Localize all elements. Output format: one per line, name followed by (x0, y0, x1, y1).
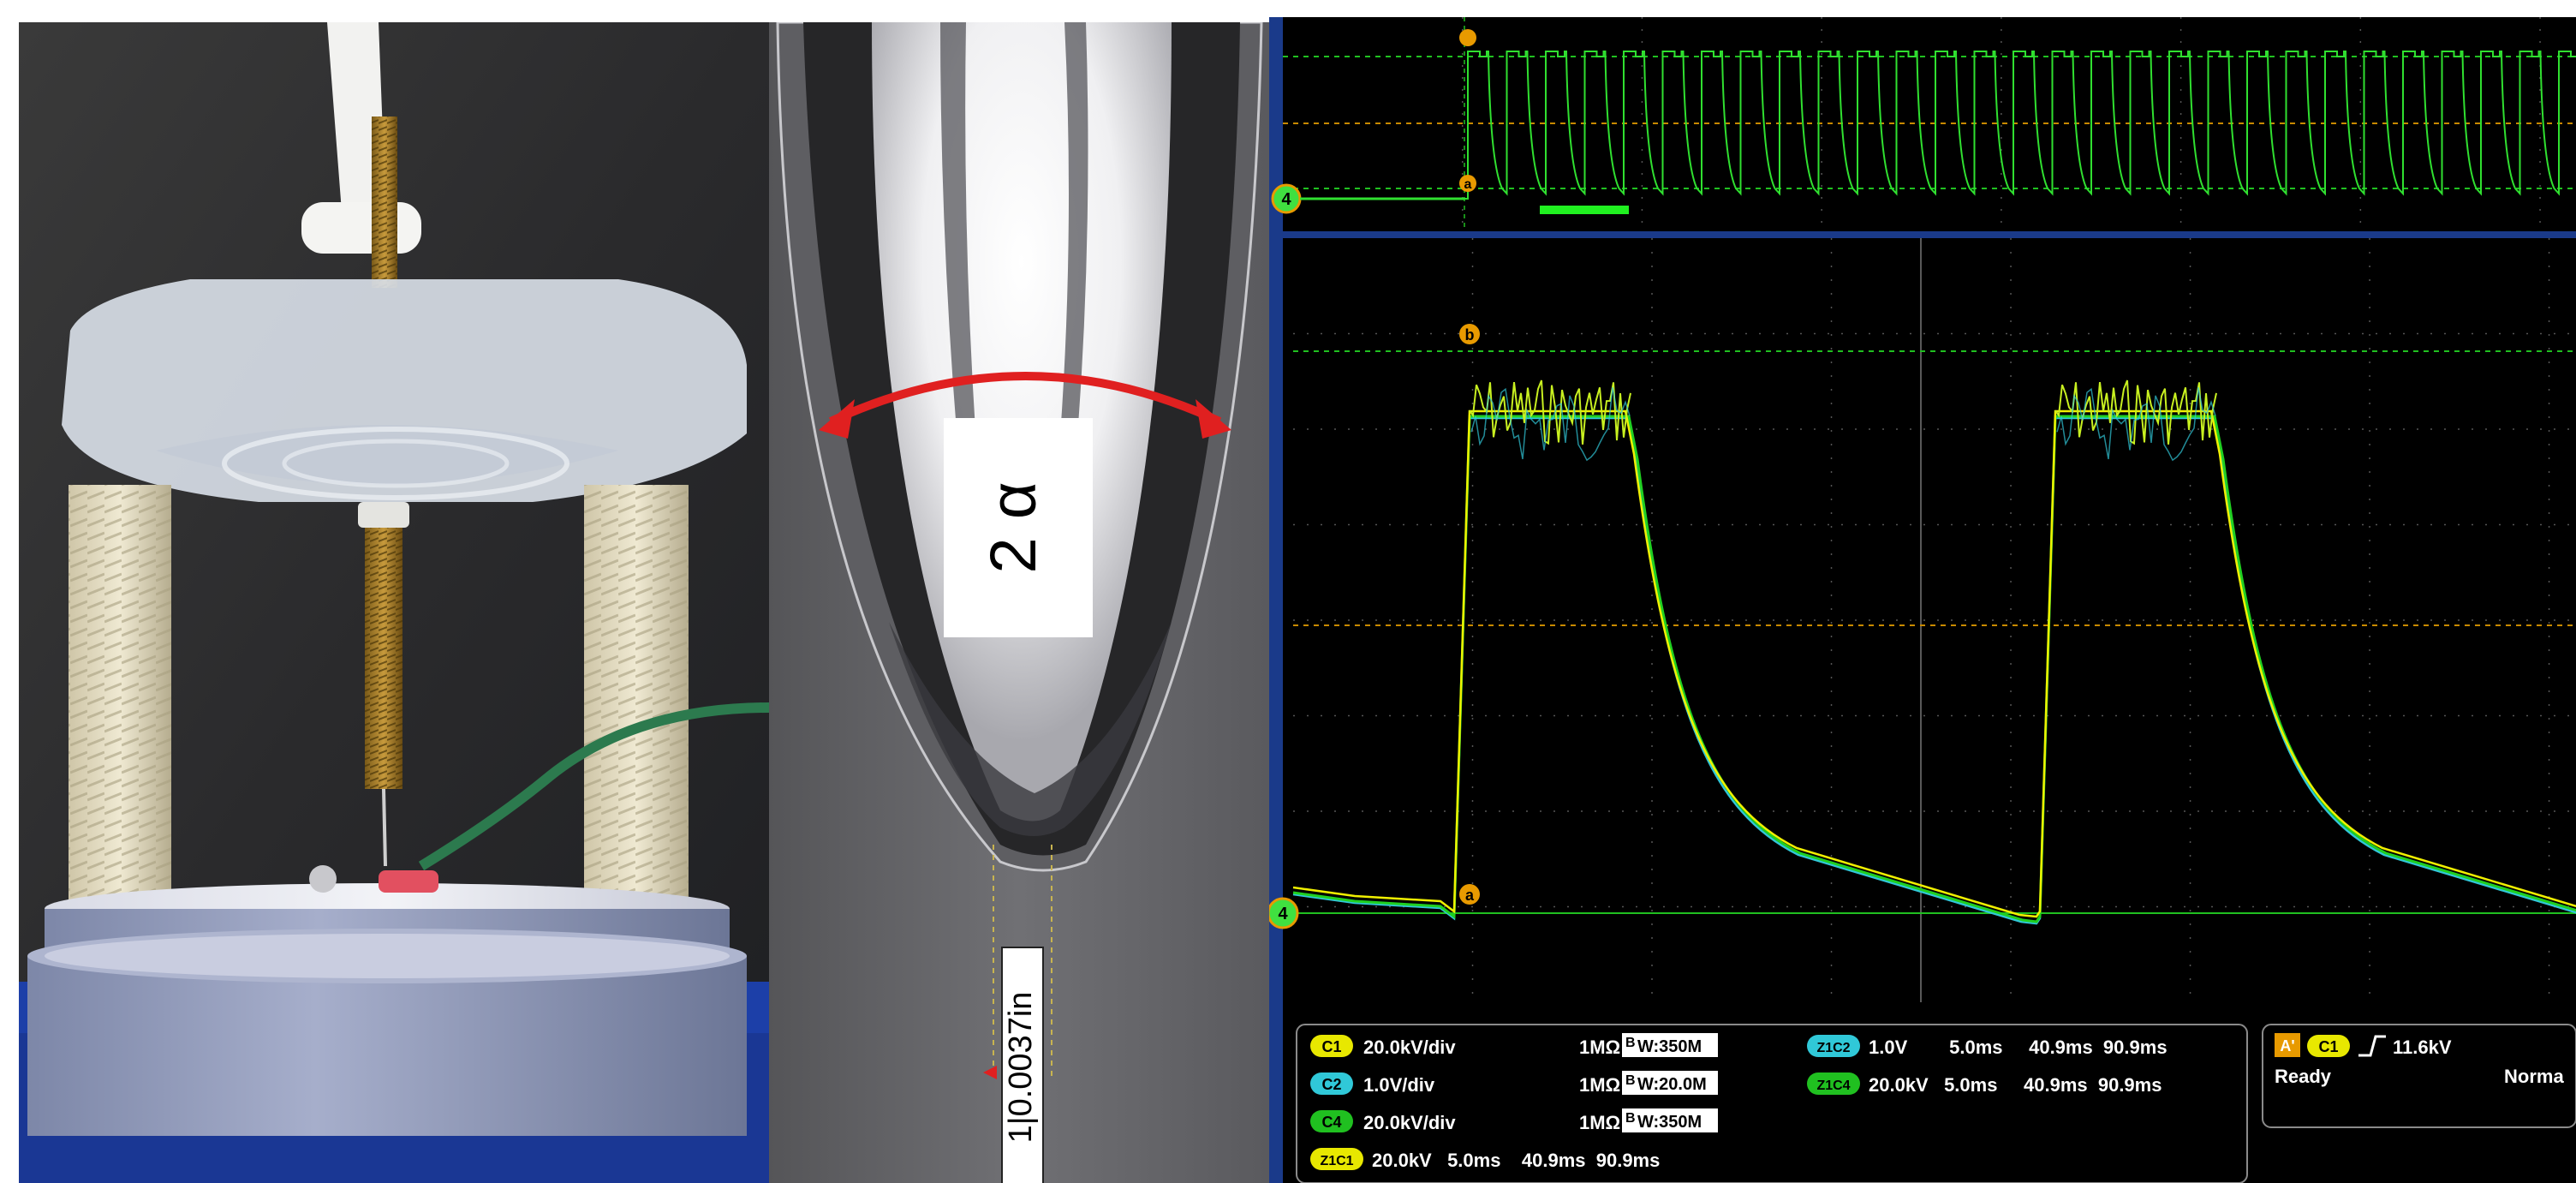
ch4-readout[interactable]: C4 20.0kV/div 1MΩ B W:350M (1310, 1108, 1718, 1133)
marker-b: b (1459, 324, 1480, 344)
readout-panel: C1 20.0kV/div 1MΩ B W:350M C2 1.0V/div 1… (1283, 1018, 2576, 1183)
ch4-marker-label: 4 (1278, 905, 1288, 923)
overview-marker-a (1459, 175, 1476, 192)
ch4-badge: C4 (1321, 1114, 1341, 1131)
angle-arrow-right (1196, 399, 1231, 439)
z1c2-badge: Z1C2 (1816, 1041, 1850, 1055)
electrode-setup-photo (19, 22, 769, 1183)
pulse-noise-ch2 (1470, 387, 1631, 462)
ch4-scale: 20.0kV/div (1363, 1112, 1456, 1133)
oscilloscope-screen: a 4 b a (1269, 17, 2576, 1183)
z1c4-readout[interactable]: Z1C4 20.0kV 5.0ms 40.9ms 90.9ms (1807, 1072, 2162, 1096)
pulse-noise (1469, 379, 1631, 445)
ch1-trace (1292, 409, 2576, 918)
z1c4-badge: Z1C4 (1816, 1078, 1850, 1093)
acquisition-status: Ready (2275, 1066, 2332, 1087)
rising-edge-icon (2358, 1035, 2386, 1057)
overview-pane: a 4 (1271, 17, 2576, 231)
ch2-scale: 1.0V/div (1363, 1074, 1435, 1096)
ch2-readout[interactable]: C2 1.0V/div 1MΩ B W:20.0M (1310, 1071, 1718, 1096)
ch1-impedance: 1MΩ (1579, 1037, 1620, 1058)
ch4-overview-marker-label: 4 (1281, 190, 1291, 209)
ch2-impedance: 1MΩ (1579, 1074, 1620, 1096)
z1c4-values: 20.0kV 5.0ms 40.9ms 90.9ms (1869, 1074, 2162, 1096)
svg-text:B: B (1625, 1036, 1636, 1050)
z1c1-badge: Z1C1 (1320, 1154, 1353, 1168)
ch4-impedance: 1MΩ (1579, 1112, 1620, 1133)
trigger-mode: Norma (2504, 1066, 2564, 1087)
ch1-readout[interactable]: C1 20.0kV/div 1MΩ B W:350M (1310, 1033, 1718, 1058)
trigger-mode-badge: A' (2280, 1037, 2294, 1055)
micrograph-drawing: 2 α 1|0.0037in (769, 22, 1269, 1183)
ch4-marker: 4 (1269, 897, 1299, 929)
svg-text:B: B (1625, 1073, 1636, 1088)
ch1-scale: 20.0kV/div (1363, 1037, 1456, 1058)
ch1-badge: C1 (1321, 1038, 1341, 1055)
overview-trace (1464, 51, 2576, 200)
marker-b-label: b (1465, 326, 1475, 344)
ch4-overview-marker: 4 (1271, 183, 1464, 214)
angle-label: 2 α (977, 481, 1050, 573)
zoom-window-indicator (1540, 206, 1629, 214)
trigger-level: 11.6kV (2393, 1037, 2452, 1058)
z1c2-readout[interactable]: Z1C2 1.0V 5.0ms 40.9ms 90.9ms (1807, 1035, 2168, 1058)
marker-a-label: a (1465, 887, 1475, 904)
marker-a: a (1459, 884, 1480, 905)
angle-label-box (944, 418, 1093, 637)
scale-label-box (1001, 947, 1044, 1183)
angle-arrow-left (819, 399, 855, 439)
ch2-badge: C2 (1321, 1076, 1341, 1093)
ch4-bandwidth: W:350M (1637, 1113, 1702, 1132)
pulse-noise (2054, 379, 2217, 445)
overview-marker-u (1459, 29, 1476, 46)
z1c2-values: 1.0V 5.0ms 40.9ms 90.9ms (1869, 1037, 2168, 1058)
trigger-source-badge: C1 (2318, 1038, 2338, 1055)
ch2-bandwidth: W:20.0M (1637, 1075, 1707, 1094)
overview-marker-a-label: a (1464, 177, 1472, 192)
scale-label: 1|0.0037in (1003, 992, 1039, 1144)
trigger-readout[interactable]: A' C1 11.6kV Ready Norma (2275, 1033, 2564, 1087)
setup-photo-drawing (19, 22, 769, 1183)
needle-tip-micrograph: 2 α 1|0.0037in (769, 22, 1269, 1183)
oscilloscope-display: a 4 b a (1269, 17, 2576, 1183)
z1c1-readout[interactable]: Z1C1 20.0kV 5.0ms 40.9ms 90.9ms (1310, 1148, 1660, 1171)
pulse-noise-ch2 (2056, 387, 2216, 462)
svg-text:B: B (1625, 1111, 1636, 1126)
z1c1-values: 20.0kV 5.0ms 40.9ms 90.9ms (1372, 1150, 1660, 1171)
angle-arc (828, 372, 1222, 426)
zoom-pane: b a 4 (1269, 238, 2576, 1018)
ch1-bandwidth: W:350M (1637, 1037, 1702, 1056)
